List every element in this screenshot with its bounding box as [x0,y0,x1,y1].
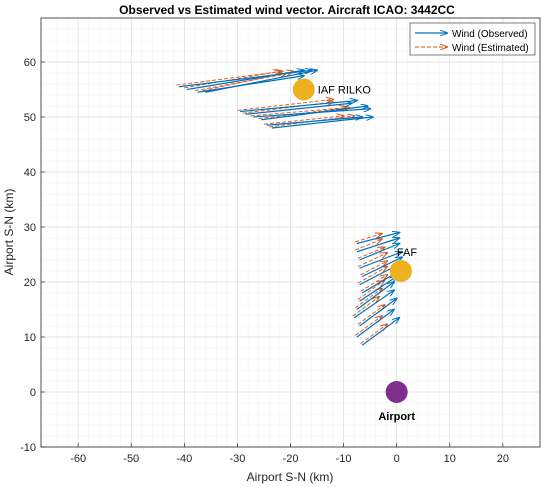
estimated-wind-arrow [357,253,387,268]
observed-wind-arrow [361,257,402,278]
waypoint-marker [389,260,412,282]
x-tick-label: 20 [497,453,509,465]
observed-wind-arrow [197,76,304,93]
observed-wind-arrow [356,238,399,253]
estimated-wind-arrow [360,275,388,292]
y-ticks: -10 0 10 20 30 40 50 60 [20,57,45,454]
y-tick-label: 40 [24,167,36,179]
x-tick-label: -40 [176,453,192,465]
waypoint-label: FAF [397,247,417,259]
estimated-wind-arrow [250,108,347,117]
y-tick-label: 10 [24,332,36,344]
legend-box [409,22,536,56]
observed-wind-arrow [361,318,399,346]
observed-wind-arrow [356,310,394,338]
x-tick-label: -30 [229,453,245,465]
observed-wind-arrow [240,101,357,113]
estimated-wind-arrow [202,71,293,92]
estimated-wind-arrow [360,261,388,276]
observed-wind-arrow [356,233,399,245]
x-tick-label: -20 [283,453,299,465]
y-tick-label: 50 [24,112,36,124]
estimated-wind-arrow [357,305,385,325]
estimated-wind-arrow [357,247,385,259]
waypoint-marker [385,381,408,403]
major-grid [41,18,540,448]
y-tick-label: 60 [24,57,36,69]
estimated-wind-arrow [354,289,382,309]
observed-wind-arrow [186,70,304,91]
estimated-wind-arrow [357,267,387,284]
legend-observed-label: Wind (Observed) [452,29,528,40]
y-tick-label: 0 [30,387,36,399]
observed-wind-arrow [271,117,373,129]
y-axis-title: Airport S-N (km) [2,189,16,276]
observed-wind-arrow [359,244,400,261]
x-ticks: -60 -50 -40 -30 -20 -10 0 10 20 [70,443,509,465]
x-tick-label: 10 [444,453,456,465]
y-tick-label: -10 [20,442,36,454]
estimated-wind-arrow [352,297,380,317]
estimated-wind-arrow [354,316,382,336]
x-tick-label: -10 [336,453,352,465]
waypoints: IAF RILKO FAF Airport [292,78,417,423]
observed-wind-arrow [261,106,367,121]
estimated-wind-arrow [237,99,333,111]
observed-wind-arrow [359,299,397,327]
legend-estimated-label: Wind (Estimated) [452,43,529,54]
estimated-wind-arrow [355,239,382,251]
y-tick-label: 30 [24,222,36,234]
x-tick-label: 0 [394,453,400,465]
waypoint-label: IAF RILKO [318,85,372,97]
observed-vectors [178,70,402,346]
x-tick-label: -60 [70,453,86,465]
legend: Wind (Observed) Wind (Estimated) [409,22,536,56]
observed-wind-arrow [266,117,363,126]
estimated-wind-arrow [357,280,385,300]
waypoint-label: Airport [378,411,415,423]
minor-grid [41,17,540,447]
observed-wind-arrow [245,103,351,115]
observed-wind-arrow [359,252,402,269]
observed-wind-arrow [353,290,394,319]
waypoint-marker [292,78,315,101]
x-axis-title: Airport S-N (km) [247,470,334,484]
observed-wind-arrow [205,70,317,93]
y-tick-label: 20 [24,277,36,289]
x-tick-label: -50 [123,453,139,465]
chart-title: Observed vs Estimated wind vector. Aircr… [119,3,455,17]
estimated-wind-arrow [355,234,382,243]
estimated-wind-arrow [263,116,344,125]
observed-wind-arrow [356,282,394,310]
estimated-wind-arrow [360,324,388,344]
